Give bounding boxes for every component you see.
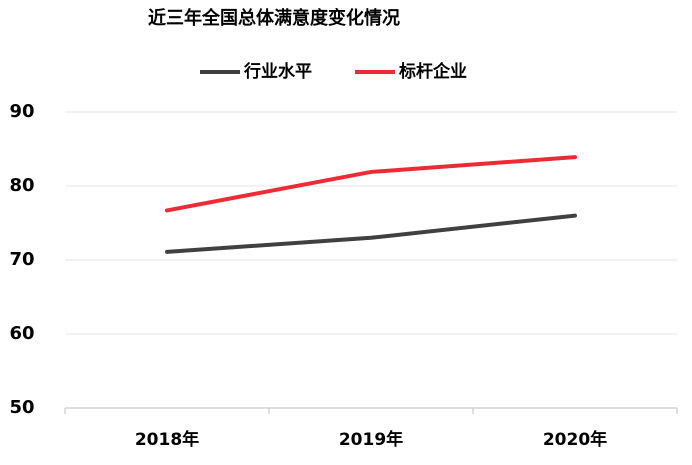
series-line (165, 213, 577, 254)
y-tick-label: 90 (9, 101, 34, 122)
x-tick-label: 2019年 (339, 429, 403, 450)
series-line (165, 155, 577, 213)
y-tick-label: 60 (9, 323, 34, 344)
legend-label: 标杆企业 (399, 61, 467, 82)
legend-label: 行业水平 (243, 61, 312, 82)
y-tick-label: 70 (9, 249, 34, 270)
chart-title: 近三年全国总体满意度变化情况 (148, 7, 400, 29)
x-tick-label: 2020年 (543, 429, 607, 450)
y-tick-label: 80 (9, 175, 34, 196)
y-tick-label: 50 (9, 397, 34, 418)
x-tick-label: 2018年 (135, 429, 199, 450)
